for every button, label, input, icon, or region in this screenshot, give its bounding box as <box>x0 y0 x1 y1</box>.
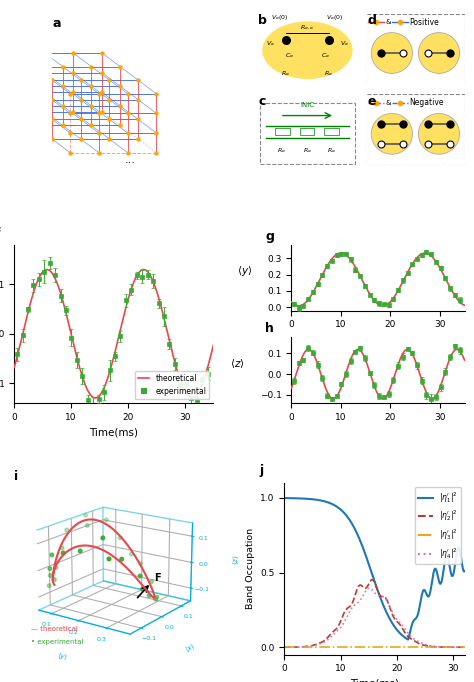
Text: $C_{\alpha}$: $C_{\alpha}$ <box>320 51 330 60</box>
Text: e: e <box>367 95 376 108</box>
Text: $V_{\alpha}(0)$: $V_{\alpha}(0)$ <box>326 12 344 22</box>
FancyBboxPatch shape <box>275 128 290 134</box>
Text: $R_{\alpha}$: $R_{\alpha}$ <box>281 70 291 78</box>
FancyBboxPatch shape <box>324 128 339 134</box>
FancyBboxPatch shape <box>365 14 465 85</box>
Text: a: a <box>52 16 61 29</box>
Text: $V_{\alpha}(0)$: $V_{\alpha}(0)$ <box>271 12 289 22</box>
Text: F: F <box>155 573 161 583</box>
Text: g: g <box>265 230 274 243</box>
Ellipse shape <box>419 113 460 154</box>
FancyBboxPatch shape <box>365 95 465 166</box>
X-axis label: Time(ms): Time(ms) <box>350 679 399 682</box>
Text: i: i <box>14 470 18 483</box>
Text: $R_{\alpha}$: $R_{\alpha}$ <box>303 146 312 155</box>
Text: $V_{\alpha}$: $V_{\alpha}$ <box>265 40 274 48</box>
Text: b: b <box>258 14 267 27</box>
Y-axis label: $\langle x \rangle$: $\langle x \rangle$ <box>182 640 197 655</box>
Text: ...: ... <box>125 155 136 165</box>
Text: Positive: Positive <box>410 18 439 27</box>
Text: $R_{\alpha}$: $R_{\alpha}$ <box>328 146 337 155</box>
Text: Negative: Negative <box>410 98 444 107</box>
Text: $C_{\alpha}$: $C_{\alpha}$ <box>285 51 294 60</box>
Y-axis label: $\langle y \rangle$: $\langle y \rangle$ <box>237 264 253 278</box>
Text: $V_{\alpha}$: $V_{\alpha}$ <box>340 40 349 48</box>
Text: j: j <box>259 464 263 477</box>
Text: INIC: INIC <box>301 102 314 108</box>
Ellipse shape <box>371 113 412 154</box>
Text: &: & <box>386 19 392 25</box>
Text: — theoretical: — theoretical <box>31 625 78 632</box>
FancyBboxPatch shape <box>260 103 355 164</box>
FancyBboxPatch shape <box>300 128 314 134</box>
Text: • experimental: • experimental <box>31 640 83 645</box>
Text: &: & <box>386 100 392 106</box>
Ellipse shape <box>262 21 353 79</box>
Text: $R_{\alpha}$: $R_{\alpha}$ <box>277 146 286 155</box>
Ellipse shape <box>419 33 460 74</box>
Ellipse shape <box>371 33 412 74</box>
Text: $R_{\alpha,\alpha}$: $R_{\alpha,\alpha}$ <box>301 24 315 32</box>
Text: $R_{\alpha}$: $R_{\alpha}$ <box>324 70 334 78</box>
Text: c: c <box>258 95 266 108</box>
X-axis label: Time(ms): Time(ms) <box>89 427 138 437</box>
X-axis label: $\langle y \rangle$: $\langle y \rangle$ <box>56 649 69 663</box>
Y-axis label: Band Occupation: Band Occupation <box>246 529 255 610</box>
Legend: $|\eta_1^\prime|^2$, $|\eta_2^\prime|^2$, $|\eta_3^\prime|^2$, $|\eta_4^\prime|^: $|\eta_1^\prime|^2$, $|\eta_2^\prime|^2$… <box>415 487 461 564</box>
Text: d: d <box>367 14 376 27</box>
Legend: theoretical, experimental: theoretical, experimental <box>135 371 210 399</box>
Y-axis label: $\langle z \rangle$: $\langle z \rangle$ <box>230 357 245 370</box>
Text: h: h <box>265 322 274 335</box>
